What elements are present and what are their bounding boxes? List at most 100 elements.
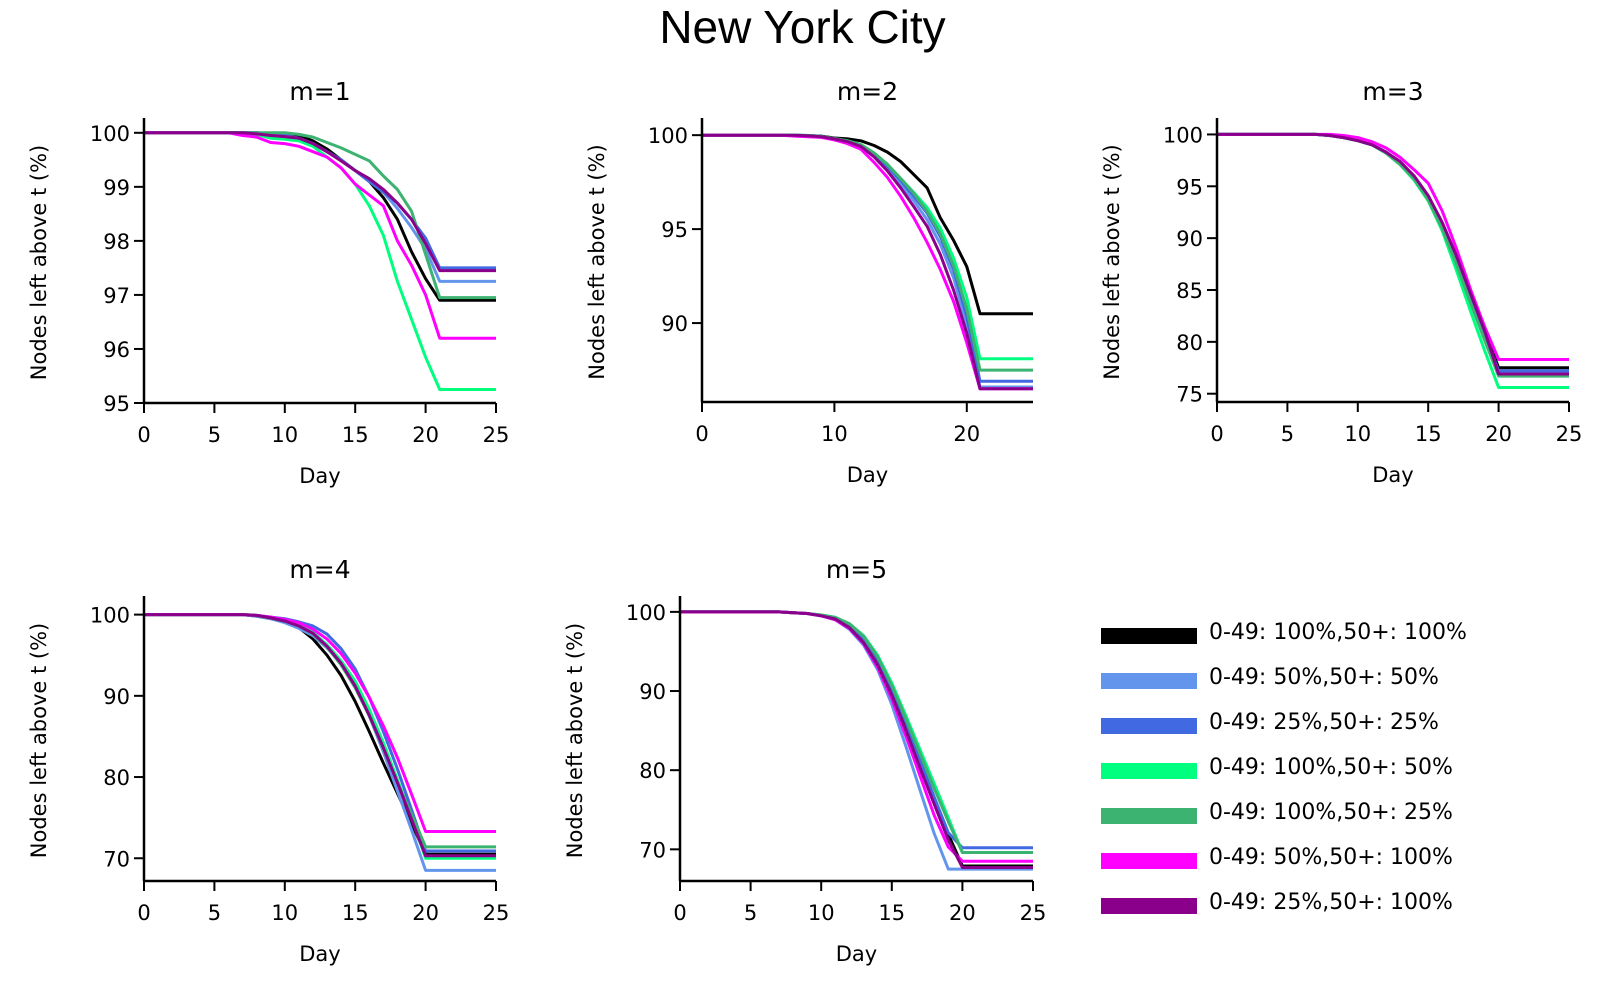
- x-axis-label: Day: [1372, 463, 1413, 487]
- legend-swatch: [1101, 628, 1197, 644]
- x-axis-label: Day: [299, 464, 340, 488]
- y-tick-label: 100: [90, 604, 130, 628]
- y-tick-label: 90: [639, 680, 666, 704]
- series-line: [144, 131, 496, 302]
- y-axis-label: Nodes left above t (%): [27, 623, 51, 858]
- legend-swatch: [1101, 898, 1197, 914]
- series-line: [702, 133, 1033, 316]
- series-line: [144, 613, 496, 856]
- chart-panel-1: m=1 0 5 10 15 20 25 95 96 97 98 99 100 Day Nodes left …: [27, 77, 509, 488]
- legend: 0-49: 100%,50+: 100% 0-49: 50%,50+: 50% 0-…: [1101, 620, 1467, 915]
- chart-panel-2: m=2 0 10 20 90 95 100 Day Nodes left above t (%): [585, 77, 1033, 487]
- x-tick-label: 10: [821, 422, 848, 446]
- panel-title: m=3: [1362, 77, 1423, 106]
- y-tick-label: 100: [626, 601, 666, 625]
- y-tick-label: 90: [661, 312, 688, 336]
- x-tick-label: 25: [1556, 422, 1583, 446]
- series-line: [1217, 132, 1569, 376]
- x-tick-label: 0: [695, 422, 708, 446]
- y-tick-label: 100: [648, 124, 688, 148]
- x-tick-label: 0: [137, 901, 150, 925]
- series-line: [702, 133, 1033, 383]
- series-line: [1217, 132, 1569, 361]
- series-line: [144, 131, 496, 273]
- y-axis-label: Nodes left above t (%): [1100, 144, 1124, 379]
- y-tick-label: 95: [1176, 175, 1203, 199]
- y-tick-label: 70: [103, 847, 130, 871]
- legend-label: 0-49: 50%,50+: 50%: [1209, 665, 1439, 690]
- legend-label: 0-49: 25%,50+: 100%: [1209, 890, 1453, 915]
- series-line: [680, 610, 1033, 854]
- x-tick-label: 10: [271, 901, 298, 925]
- legend-label: 0-49: 25%,50+: 25%: [1209, 710, 1439, 735]
- x-tick-label: 0: [137, 423, 150, 447]
- x-tick-label: 25: [1020, 901, 1047, 925]
- series-line: [144, 613, 496, 860]
- series-line: [680, 610, 1033, 850]
- figure-title: New York City: [659, 1, 946, 53]
- series-line: [1217, 132, 1569, 389]
- y-tick-label: 96: [103, 338, 130, 362]
- series-line: [1217, 132, 1569, 373]
- x-axis-label: Day: [299, 942, 340, 966]
- x-tick-label: 10: [808, 901, 835, 925]
- panel-title: m=4: [289, 555, 350, 584]
- y-tick-label: 98: [103, 230, 130, 254]
- chart-panel-4: m=4 0 5 10 15 20 25 70 80 90 100 Day Nodes left abov…: [27, 555, 509, 966]
- y-tick-label: 100: [90, 122, 130, 146]
- x-tick-label: 20: [412, 423, 439, 447]
- series-line: [1217, 132, 1569, 375]
- series-line: [702, 133, 1033, 372]
- x-tick-label: 5: [208, 423, 221, 447]
- y-tick-label: 70: [639, 838, 666, 862]
- series-line: [144, 131, 496, 300]
- series-line: [1217, 132, 1569, 370]
- x-tick-label: 25: [483, 901, 510, 925]
- series-line: [702, 133, 1033, 389]
- x-tick-label: 10: [271, 423, 298, 447]
- x-tick-label: 15: [342, 901, 369, 925]
- x-tick-label: 10: [1344, 422, 1371, 446]
- x-tick-label: 0: [1210, 422, 1223, 446]
- y-tick-label: 100: [1163, 123, 1203, 147]
- x-tick-label: 15: [1415, 422, 1442, 446]
- x-tick-label: 20: [949, 901, 976, 925]
- y-axis-label: Nodes left above t (%): [585, 144, 609, 379]
- x-tick-label: 5: [1281, 422, 1294, 446]
- x-tick-label: 5: [208, 901, 221, 925]
- series-line: [680, 610, 1033, 863]
- legend-label: 0-49: 100%,50+: 25%: [1209, 800, 1453, 825]
- y-tick-label: 99: [103, 176, 130, 200]
- series-line: [144, 131, 496, 340]
- series-line: [144, 613, 496, 858]
- legend-label: 0-49: 100%,50+: 100%: [1209, 620, 1467, 645]
- y-tick-label: 95: [661, 218, 688, 242]
- y-tick-label: 80: [1176, 331, 1203, 355]
- series-line: [144, 613, 496, 849]
- series-line: [680, 610, 1033, 871]
- x-tick-label: 15: [878, 901, 905, 925]
- x-tick-label: 20: [953, 422, 980, 446]
- legend-label: 0-49: 50%,50+: 100%: [1209, 845, 1453, 870]
- x-tick-label: 20: [412, 901, 439, 925]
- series-line: [1217, 132, 1569, 378]
- y-tick-label: 75: [1176, 383, 1203, 407]
- y-tick-label: 85: [1176, 279, 1203, 303]
- y-tick-label: 95: [103, 392, 130, 416]
- y-tick-label: 97: [103, 284, 130, 308]
- x-tick-label: 0: [673, 901, 686, 925]
- legend-swatch: [1101, 853, 1197, 869]
- series-line: [680, 610, 1033, 854]
- legend-swatch: [1101, 673, 1197, 689]
- chart-panel-3: m=3 0 5 10 15 20 25 75 80 85 90 95 100 Day Nodes left …: [1100, 77, 1582, 487]
- legend-swatch: [1101, 763, 1197, 779]
- x-tick-label: 5: [744, 901, 757, 925]
- legend-swatch: [1101, 718, 1197, 734]
- chart-panel-5: m=5 0 5 10 15 20 25 70 80 90 100 Day Nodes left abov…: [563, 555, 1046, 966]
- series-line: [702, 133, 1033, 391]
- panel-title: m=1: [289, 77, 350, 106]
- x-axis-label: Day: [847, 463, 888, 487]
- y-tick-label: 90: [1176, 227, 1203, 251]
- series-line: [680, 610, 1033, 868]
- x-axis-label: Day: [836, 942, 877, 966]
